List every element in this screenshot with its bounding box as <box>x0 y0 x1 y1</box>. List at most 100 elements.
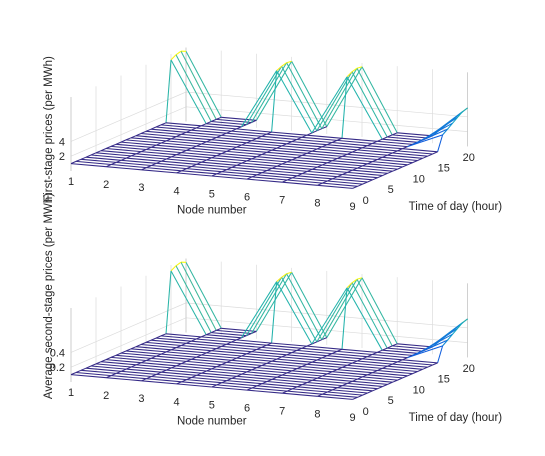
mesh-segment <box>398 378 403 380</box>
x-tick-label: 6 <box>244 403 250 415</box>
mesh-segment <box>347 77 382 139</box>
mesh-segment <box>327 67 362 127</box>
x-tick-label: 9 <box>350 412 356 424</box>
mesh-segment <box>388 171 393 173</box>
mesh-segment <box>347 288 382 350</box>
y-tick-label: 0 <box>363 406 369 418</box>
y-tick-label: 5 <box>388 395 394 407</box>
y-tick-label: 10 <box>413 384 425 396</box>
mesh-segment <box>428 365 433 367</box>
mesh-segment <box>403 376 408 378</box>
mesh-segment <box>312 77 347 133</box>
mesh-segment <box>413 161 418 163</box>
x-tick-label: 7 <box>279 406 285 418</box>
mesh-segment <box>171 271 206 335</box>
x-tick-label: 8 <box>314 198 320 210</box>
mesh-segment <box>171 60 206 124</box>
mesh-segment <box>413 372 418 374</box>
z-axis-label: First-stage prices (per MWh) <box>43 56 55 202</box>
x-tick-label: 5 <box>209 399 215 411</box>
surface-mesh <box>71 262 468 399</box>
mesh-segment <box>368 180 373 182</box>
mesh-segment <box>423 156 428 158</box>
x-tick-label: 2 <box>103 179 109 191</box>
mesh-segment <box>438 346 443 363</box>
mesh-segment <box>433 152 438 154</box>
mesh-segment <box>438 135 443 152</box>
x-tick-label: 3 <box>138 182 144 194</box>
mesh-segment <box>373 389 378 391</box>
mesh-segment <box>433 363 438 365</box>
mesh-segment <box>428 154 433 156</box>
z-tick-label: 4 <box>59 136 65 148</box>
mesh-segment <box>358 395 363 397</box>
y-tick-label: 15 <box>438 374 450 386</box>
surface-mesh <box>71 51 468 188</box>
mesh-segment <box>171 55 176 60</box>
mesh-segment <box>327 278 362 338</box>
y-tick-label: 20 <box>463 152 475 164</box>
mesh-segment <box>408 374 413 376</box>
mesh-segment <box>363 182 368 184</box>
mesh-segment <box>256 272 291 331</box>
y-tick-label: 10 <box>413 173 425 185</box>
x-tick-label: 6 <box>244 192 250 204</box>
mesh-segment <box>388 382 393 384</box>
x-tick-label: 8 <box>314 409 320 421</box>
x-tick-label: 9 <box>350 201 356 213</box>
x-tick-label: 1 <box>68 176 74 188</box>
mesh-segment <box>393 380 398 382</box>
mesh-segment <box>353 186 358 188</box>
x-tick-label: 2 <box>103 390 109 402</box>
z-tick-label: 2 <box>59 151 65 163</box>
x-axis-label: Node number <box>177 415 247 427</box>
mesh-segment <box>277 71 312 133</box>
x-tick-label: 4 <box>174 185 180 197</box>
x-tick-label: 1 <box>68 387 74 399</box>
mesh-segment <box>378 176 383 178</box>
mesh-segment <box>423 367 428 369</box>
mesh-segment <box>342 77 347 138</box>
mesh-segment <box>176 262 181 266</box>
y-axis-label: Time of day (hour) <box>409 201 503 213</box>
mesh-segment <box>418 369 423 371</box>
mesh-segment <box>393 169 398 171</box>
mesh-segment <box>312 288 347 344</box>
x-axis-label: Node number <box>177 204 247 216</box>
y-tick-label: 5 <box>388 184 394 196</box>
mesh-segment <box>358 184 363 186</box>
mesh-segment <box>403 165 408 167</box>
y-axis-label: Time of day (hour) <box>409 412 503 424</box>
z-axis-label: Average second-stage prices (per MWh) <box>43 193 55 399</box>
x-tick-label: 7 <box>279 195 285 207</box>
mesh-segment <box>171 266 176 271</box>
mesh-segment <box>383 384 388 386</box>
mesh-segment <box>272 71 277 132</box>
x-tick-label: 4 <box>174 396 180 408</box>
mesh-segment <box>176 51 181 55</box>
y-tick-label: 20 <box>463 363 475 375</box>
mesh-segment <box>383 173 388 175</box>
mesh-segment <box>418 158 423 160</box>
mesh-segment <box>463 319 468 323</box>
mesh-segment <box>373 178 378 180</box>
x-tick-label: 5 <box>209 188 215 200</box>
mesh-segment <box>256 61 291 120</box>
mesh-segment <box>363 393 368 395</box>
mesh-segment <box>398 167 403 169</box>
y-tick-label: 15 <box>438 163 450 175</box>
mesh-segment <box>241 282 276 338</box>
mesh-segment <box>241 71 276 127</box>
x-tick-label: 3 <box>138 393 144 405</box>
mesh-segment <box>272 282 277 343</box>
mesh-segment <box>408 163 413 165</box>
mesh-segment <box>463 108 468 112</box>
mesh-segment <box>342 288 347 349</box>
y-tick-label: 0 <box>363 195 369 207</box>
mesh-segment <box>368 391 373 393</box>
mesh-segment <box>277 282 312 344</box>
